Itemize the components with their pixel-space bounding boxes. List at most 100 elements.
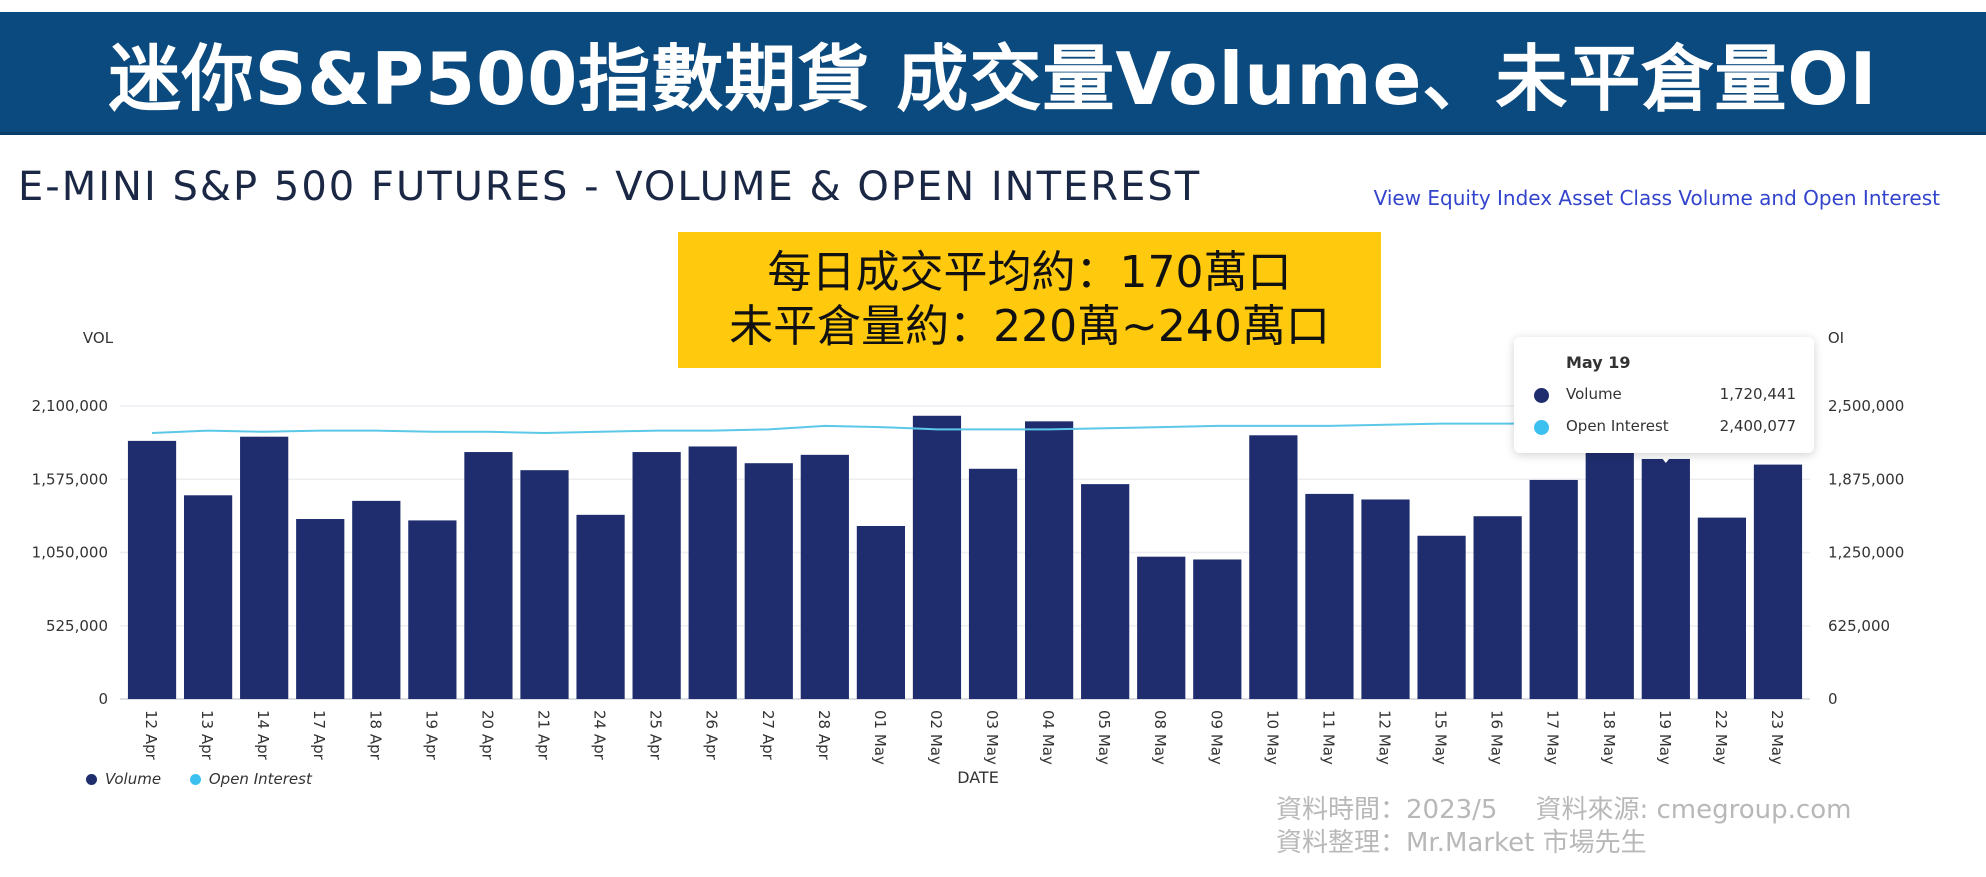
x-tick-label: 03 May <box>983 710 1001 765</box>
view-asset-class-link[interactable]: View Equity Index Asset Class Volume and… <box>1373 186 1940 210</box>
banner-title: 迷你S&P500指數期貨 成交量Volume、未平倉量OI <box>108 36 1878 121</box>
volume-bar <box>968 468 1018 699</box>
x-tick-label: 22 May <box>1712 710 1730 765</box>
note-open-interest: 未平倉量約：220萬~240萬口 <box>729 301 1330 352</box>
x-tick-label: 14 Apr <box>254 710 272 761</box>
volume-bar <box>520 470 569 699</box>
volume-bar <box>1193 559 1242 699</box>
volume-bar <box>1417 535 1466 699</box>
volume-bar <box>240 436 289 699</box>
x-tick-label: 15 May <box>1432 710 1450 765</box>
x-tick-label: 17 Apr <box>310 710 328 761</box>
x-tick-label: 16 May <box>1488 710 1506 765</box>
x-tick-label: 23 May <box>1768 710 1786 765</box>
volume-bar <box>1753 464 1803 699</box>
x-tick-label: 18 May <box>1600 710 1618 765</box>
volume-bar <box>127 440 177 699</box>
chart-tooltip: May 19 Volume 1,720,441 Open Interest 2,… <box>1514 337 1814 453</box>
x-tick-label: 05 May <box>1095 710 1113 765</box>
volume-bar <box>1641 458 1690 699</box>
x-tick-label: 17 May <box>1544 710 1562 765</box>
tooltip-oi-label: Open Interest <box>1566 417 1669 435</box>
volume-bar <box>1529 479 1578 699</box>
x-tick-label: 10 May <box>1263 710 1281 765</box>
x-tick-label: 04 May <box>1039 710 1057 765</box>
volume-bar <box>688 446 737 699</box>
volume-bar <box>1081 484 1130 699</box>
volume-bar <box>1473 516 1522 699</box>
x-tick-label: 01 May <box>871 710 889 765</box>
volume-bar <box>183 495 233 699</box>
legend-volume-dot-icon <box>86 774 97 785</box>
x-tick-label: 13 Apr <box>198 710 216 761</box>
tooltip-pointer <box>1657 453 1674 463</box>
volume-bar <box>1697 517 1747 699</box>
source-from: 資料來源: cmegroup.com <box>1535 795 1852 825</box>
legend-item-oi[interactable]: Open Interest <box>189 770 312 788</box>
volume-bar <box>800 454 849 699</box>
note-avg-volume: 每日成交平均約：170萬口 <box>767 247 1292 298</box>
y2-tick-label: 1,875,000 <box>1828 470 1904 488</box>
x-tick-label: 26 Apr <box>703 710 721 761</box>
tooltip-row-oi: Open Interest 2,400,077 <box>1534 415 1796 439</box>
x-tick-label: 24 Apr <box>591 710 609 761</box>
x-tick-label: 09 May <box>1207 710 1225 765</box>
chart-legend: Volume Open Interest <box>86 770 336 788</box>
y2-tick-label: 625,000 <box>1828 617 1890 635</box>
x-tick-label: 20 Apr <box>478 710 496 761</box>
y-tick-label: 2,100,000 <box>32 397 108 415</box>
volume-bar <box>296 519 345 699</box>
y2-tick-label: 1,250,000 <box>1828 544 1904 562</box>
y-tick-label: 1,575,000 <box>32 470 108 488</box>
open-interest-line <box>151 415 1779 435</box>
oi-dot-icon <box>1534 420 1549 435</box>
volume-dot-icon <box>1534 388 1549 403</box>
x-tick-label: 21 Apr <box>535 710 553 761</box>
volume-bar <box>1305 493 1354 699</box>
x-tick-label: 27 Apr <box>759 710 777 761</box>
x-tick-label: 25 Apr <box>647 710 665 761</box>
x-tick-label: 12 Apr <box>142 710 160 761</box>
tooltip-volume-label: Volume <box>1566 385 1622 403</box>
tooltip-volume-value: 1,720,441 <box>1719 385 1796 403</box>
x-tick-label: 18 Apr <box>366 710 384 761</box>
y-axis-title: VOL <box>83 329 114 347</box>
x-tick-label: 11 May <box>1319 710 1337 765</box>
legend-oi-dot-icon <box>189 774 201 785</box>
source-time: 資料時間：2023/5 <box>1276 795 1498 825</box>
legend-item-volume[interactable]: Volume <box>86 770 161 788</box>
x-tick-label: 28 Apr <box>815 710 833 761</box>
x-tick-label: 12 May <box>1376 710 1394 765</box>
volume-bar <box>1137 556 1186 699</box>
legend-volume-label: Volume <box>105 770 162 788</box>
volume-bar <box>1249 435 1298 699</box>
y-tick-label: 0 <box>98 690 108 708</box>
volume-bar <box>1361 499 1410 699</box>
y-tick-label: 1,050,000 <box>32 544 108 562</box>
tooltip-oi-value: 2,400,077 <box>1719 417 1796 435</box>
volume-bar <box>576 514 625 699</box>
volume-bar <box>464 452 513 699</box>
banner: 迷你S&P500指數期貨 成交量Volume、未平倉量OI <box>0 12 1986 135</box>
volume-bar <box>912 415 962 699</box>
tooltip-row-volume: Volume 1,720,441 <box>1534 383 1796 407</box>
y2-tick-label: 2,500,000 <box>1828 397 1904 415</box>
tooltip-date: May 19 <box>1566 353 1631 372</box>
x-tick-label: 19 Apr <box>422 710 440 761</box>
y2-axis-title: OI <box>1828 329 1844 347</box>
x-tick-label: 08 May <box>1151 710 1169 765</box>
volume-bar <box>408 520 457 699</box>
volume-bar <box>1585 449 1634 699</box>
volume-bar <box>744 463 793 699</box>
volume-bar <box>856 525 906 699</box>
x-tick-label: 02 May <box>927 710 945 765</box>
x-tick-label: 19 May <box>1656 710 1674 765</box>
chart-title: E-MINI S&P 500 FUTURES - VOLUME & OPEN I… <box>18 164 1202 210</box>
source-info: 資料時間：2023/5 資料來源: cmegroup.com 資料整理：Mr.Ma… <box>1276 794 1889 860</box>
source-by: 資料整理：Mr.Market 市場先生 <box>1276 828 1647 858</box>
y-tick-label: 525,000 <box>46 617 108 635</box>
volume-bar <box>632 452 681 699</box>
y2-tick-label: 0 <box>1828 690 1838 708</box>
volume-bar <box>1024 421 1074 699</box>
